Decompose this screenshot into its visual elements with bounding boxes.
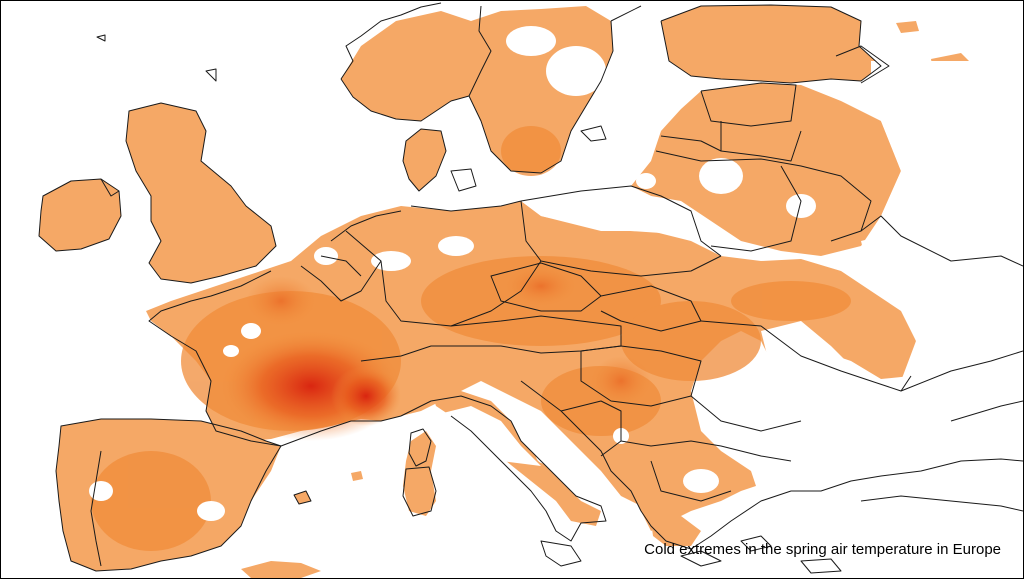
map-caption: Cold extremes in the spring air temperat… bbox=[644, 541, 1001, 558]
anomaly-hotspots bbox=[221, 266, 651, 441]
coastlines bbox=[38, 2, 1023, 574]
